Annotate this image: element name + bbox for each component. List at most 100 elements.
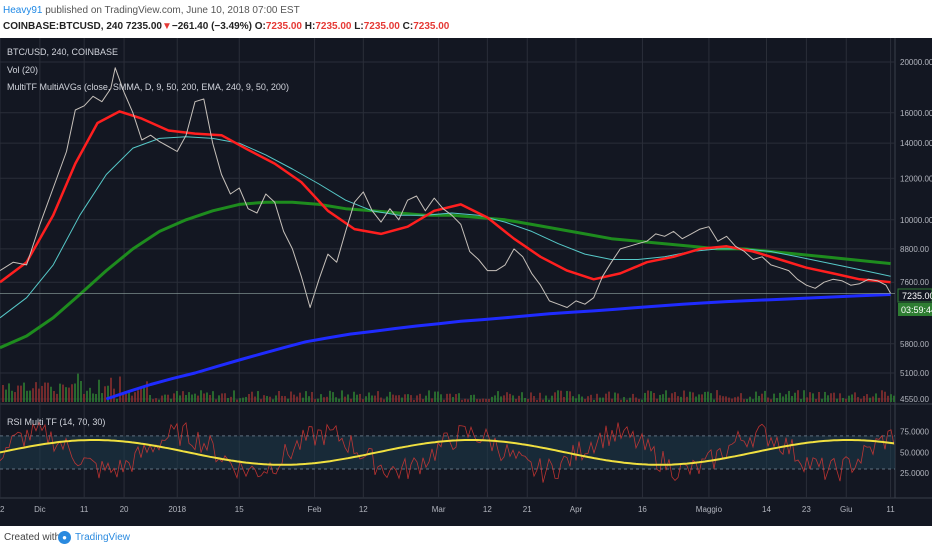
volume-bar xyxy=(170,398,172,402)
volume-bar xyxy=(506,392,508,402)
time-tick-label: 20 xyxy=(120,505,129,514)
volume-bar xyxy=(107,385,109,402)
volume-bar xyxy=(713,399,715,402)
volume-bar xyxy=(269,396,271,402)
volume-bar xyxy=(86,390,88,402)
volume-bar xyxy=(209,394,211,402)
volume-bar xyxy=(167,394,169,402)
volume-bar xyxy=(455,394,457,402)
volume-bar xyxy=(143,386,145,402)
tradingview-link[interactable]: TradingView xyxy=(75,532,131,543)
volume-bar xyxy=(239,398,241,402)
volume-bar xyxy=(809,392,811,402)
price-tag-box xyxy=(897,288,932,303)
legend-multiavgs: MultiTF MultiAVGs (close, SMMA, D, 9, 50… xyxy=(7,82,289,92)
volume-bar xyxy=(272,399,274,402)
volume-bar xyxy=(806,397,808,402)
rsi-tick-label: 50.0000 xyxy=(900,448,929,457)
price-tick-label: 5100.00 xyxy=(900,369,929,378)
volume-bar xyxy=(701,394,703,402)
volume-bar xyxy=(761,393,763,402)
open-label: O: xyxy=(254,21,266,32)
volume-bar xyxy=(605,393,607,402)
volume-bar xyxy=(359,393,361,402)
volume-bar xyxy=(644,392,646,402)
volume-bar xyxy=(893,395,895,402)
volume-bar xyxy=(257,391,259,402)
volume-bar xyxy=(452,397,454,402)
price-tick-label: 20000.00 xyxy=(900,58,932,67)
volume-bar xyxy=(890,394,892,402)
volume-bar xyxy=(731,398,733,402)
volume-bar xyxy=(317,398,319,402)
volume-bar xyxy=(140,386,142,402)
volume-bar xyxy=(509,393,511,402)
volume-bar xyxy=(74,383,76,402)
volume-bar xyxy=(68,387,70,402)
volume-bar xyxy=(221,393,223,402)
volume-bar xyxy=(8,383,10,402)
volume-bar xyxy=(353,391,355,402)
volume-bar xyxy=(755,391,757,402)
volume-bar xyxy=(53,391,55,402)
legend-symbol: BTC/USD, 240, COINBASE xyxy=(7,47,118,57)
volume-bar xyxy=(740,393,742,402)
volume-bar xyxy=(503,395,505,402)
volume-bar xyxy=(293,394,295,402)
volume-bar xyxy=(176,390,178,402)
rsi-tick-label: 75.0000 xyxy=(900,428,929,437)
volume-bar xyxy=(530,392,532,402)
volume-bar xyxy=(689,391,691,402)
volume-bar xyxy=(770,399,772,402)
volume-bar xyxy=(254,396,256,402)
volume-bar xyxy=(128,392,130,402)
volume-bar xyxy=(185,395,187,402)
volume-bar xyxy=(749,396,751,402)
volume-bar xyxy=(41,385,43,402)
volume-bar xyxy=(35,382,37,402)
volume-bar xyxy=(668,397,670,402)
volume-bar xyxy=(434,391,436,402)
volume-bar xyxy=(785,394,787,402)
volume-bar xyxy=(230,396,232,402)
volume-bar xyxy=(593,399,595,402)
price-tick-label: 8800.00 xyxy=(900,245,929,254)
volume-bar xyxy=(182,391,184,402)
volume-bar xyxy=(380,397,382,402)
volume-bar xyxy=(326,396,328,402)
legend-volume: Vol (20) xyxy=(7,65,38,75)
volume-bar xyxy=(851,394,853,402)
volume-bar xyxy=(548,399,550,402)
ohlc-line: COINBASE:BTCUSD, 240 7235.00▼−261.40 (−3… xyxy=(3,21,449,32)
volume-bar xyxy=(764,390,766,402)
volume-bar xyxy=(590,394,592,402)
volume-bar xyxy=(758,395,760,402)
volume-bar xyxy=(26,390,28,402)
volume-bar xyxy=(443,399,445,402)
time-tick-label: Giu xyxy=(840,505,852,514)
volume-bar xyxy=(470,395,472,402)
volume-bar xyxy=(626,399,628,402)
chart-area[interactable]: 75.0000 50.0000 25.0000 20000.00 16000.00 14… xyxy=(0,38,932,526)
volume-bar xyxy=(680,396,682,402)
volume-bar xyxy=(464,398,466,402)
volume-bar xyxy=(497,391,499,402)
time-tick-label: 21 xyxy=(523,505,532,514)
volume-bar xyxy=(149,395,151,402)
volume-bar xyxy=(539,392,541,402)
high-value: 7235.00 xyxy=(315,21,352,32)
volume-bar xyxy=(881,390,883,402)
volume-bar xyxy=(737,396,739,402)
volume-bar xyxy=(638,399,640,402)
volume-bar xyxy=(515,398,517,402)
volume-bar xyxy=(38,388,40,402)
volume-bar xyxy=(158,399,160,402)
rsi-fast-line xyxy=(0,421,895,483)
author-link[interactable]: Heavy91 xyxy=(3,5,43,16)
volume-bar xyxy=(368,392,370,402)
price-tick-label: 10000.00 xyxy=(900,216,932,225)
volume-bar xyxy=(188,392,190,402)
volume-bar xyxy=(395,395,397,402)
price-tick-label: 7600.00 xyxy=(900,278,929,287)
volume-bar xyxy=(356,394,358,402)
